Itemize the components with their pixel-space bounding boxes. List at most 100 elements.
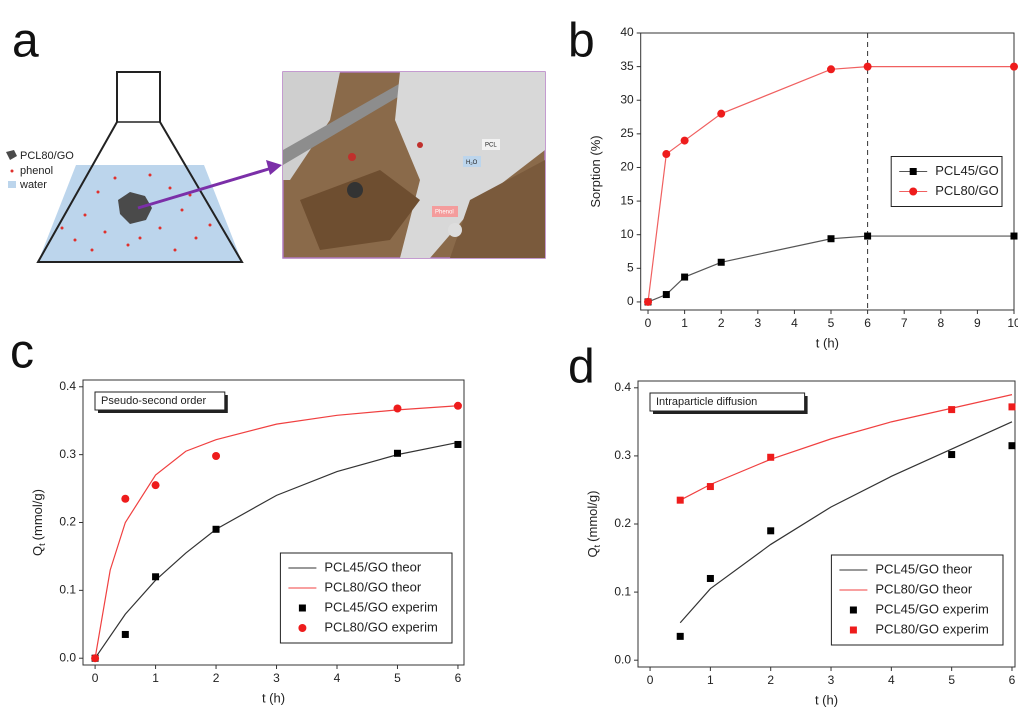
y-axis-label-part: Q bbox=[30, 546, 45, 556]
y-axis-label-part: t bbox=[592, 544, 602, 547]
marker bbox=[676, 632, 684, 640]
marker bbox=[644, 297, 653, 306]
marker bbox=[827, 65, 836, 74]
marker bbox=[863, 62, 872, 71]
legend-text: PCL80/GO bbox=[20, 150, 74, 162]
marker bbox=[948, 451, 956, 459]
x-tick-label: 4 bbox=[791, 316, 798, 330]
plot-frame bbox=[640, 32, 1015, 311]
x-tick-label: 2 bbox=[718, 316, 725, 330]
panel-label: d bbox=[568, 341, 595, 394]
render-label: H2O bbox=[466, 160, 478, 166]
legend-marker bbox=[849, 606, 857, 614]
y-tick-label: 0.0 bbox=[614, 652, 631, 666]
x-tick-label: 5 bbox=[394, 671, 401, 685]
legend-marker bbox=[298, 624, 307, 632]
marker bbox=[212, 452, 221, 460]
legend-label: PCL80/GO experim bbox=[875, 621, 988, 636]
x-tick-label: 1 bbox=[152, 671, 159, 685]
x-tick-label: 3 bbox=[828, 673, 835, 687]
y-axis-label-part: Q bbox=[585, 547, 600, 557]
marker bbox=[1010, 232, 1018, 240]
chart: 0 1 2 3 4 5 6 0.0 0.1 0.2 0.3 0.4 t (h) Qt (mmol/g) Int… bbox=[585, 380, 1015, 707]
y-tick-label: 0.1 bbox=[614, 584, 631, 598]
y-tick-label: 0.0 bbox=[59, 650, 76, 664]
legend-marker bbox=[298, 604, 306, 612]
x-tick-label: 0 bbox=[92, 671, 99, 685]
marker bbox=[706, 574, 714, 582]
panel-label: b bbox=[568, 15, 595, 68]
marker bbox=[948, 406, 956, 414]
legend-marker bbox=[909, 187, 918, 196]
legend-box bbox=[890, 156, 1003, 207]
marker bbox=[453, 401, 462, 410]
legend-label: PCL45/GO theor bbox=[875, 561, 972, 576]
panel-label: a bbox=[12, 15, 39, 68]
marker bbox=[393, 449, 401, 457]
y-tick-label: 25 bbox=[620, 126, 634, 140]
marker bbox=[680, 136, 689, 145]
y-axis-label-part: (mmol/g) bbox=[585, 491, 600, 542]
x-tick-label: 5 bbox=[948, 673, 955, 687]
flask bbox=[36, 71, 282, 263]
legend-label: PCL45/GO bbox=[935, 163, 999, 178]
marker bbox=[717, 109, 726, 118]
x-tick-label: 0 bbox=[645, 316, 652, 330]
x-axis-label: t (h) bbox=[815, 692, 838, 707]
legend-label: PCL80/GO theor bbox=[875, 581, 972, 596]
marker bbox=[662, 150, 671, 159]
y-tick-label: 0.3 bbox=[59, 447, 76, 461]
legend-text: water bbox=[19, 179, 47, 191]
y-tick-label: 0.4 bbox=[614, 380, 631, 394]
x-axis-label: t (h) bbox=[262, 690, 285, 705]
annotation: Pseudo-second order bbox=[101, 395, 207, 407]
marker bbox=[681, 273, 689, 281]
x-tick-label: 4 bbox=[334, 671, 341, 685]
y-axis-label-part: t bbox=[37, 543, 47, 546]
y-tick-label: 5 bbox=[627, 260, 634, 274]
x-tick-label: 6 bbox=[455, 671, 462, 685]
panel-label: c bbox=[10, 326, 34, 379]
marker bbox=[1008, 442, 1016, 450]
y-tick-label: 0.4 bbox=[59, 379, 76, 393]
marker bbox=[1008, 403, 1016, 411]
render-label: Phenol bbox=[435, 210, 454, 216]
marker bbox=[152, 573, 160, 581]
x-tick-label: 3 bbox=[754, 316, 761, 330]
y-axis-label: Sorption (%) bbox=[588, 135, 603, 207]
x-tick-label: 1 bbox=[681, 316, 688, 330]
marker bbox=[706, 483, 714, 491]
y-tick-label: 40 bbox=[620, 25, 634, 39]
y-axis-label: Qt (mmol/g) bbox=[585, 491, 602, 558]
legend-label: PCL45/GO experim bbox=[324, 599, 437, 614]
x-tick-label: 2 bbox=[767, 673, 774, 687]
x-tick-label: 9 bbox=[974, 316, 981, 330]
x-tick-label: 6 bbox=[864, 316, 871, 330]
marker bbox=[454, 440, 462, 448]
legend-label: PCL45/GO theor bbox=[324, 559, 421, 574]
y-tick-label: 0.2 bbox=[59, 515, 76, 529]
y-tick-label: 30 bbox=[620, 92, 634, 106]
chart: 0 1 2 3 4 5 6 0.0 0.1 0.2 0.3 0.4 t (h) Qt (mmol/g) Pse… bbox=[30, 379, 465, 705]
y-tick-label: 0.3 bbox=[614, 448, 631, 462]
x-tick-label: 2 bbox=[213, 671, 220, 685]
x-tick-label: 10 bbox=[1007, 316, 1018, 330]
marker bbox=[767, 527, 775, 535]
marker bbox=[91, 654, 100, 663]
marker bbox=[212, 525, 220, 533]
annotation-box bbox=[649, 392, 806, 412]
render-label: H bbox=[466, 160, 470, 166]
x-tick-label: 4 bbox=[888, 673, 895, 687]
render-label: PCL bbox=[485, 143, 497, 149]
marker bbox=[121, 494, 130, 503]
annotation-box bbox=[94, 391, 226, 411]
marker bbox=[1010, 62, 1018, 71]
legend-label: PCL80/GO theor bbox=[324, 579, 421, 594]
y-tick-label: 0.2 bbox=[614, 516, 631, 530]
x-tick-label: 1 bbox=[707, 673, 714, 687]
series-line bbox=[94, 405, 458, 659]
x-tick-label: 6 bbox=[1009, 673, 1016, 687]
legend-label: PCL80/GO bbox=[935, 183, 999, 198]
x-tick-label: 5 bbox=[828, 316, 835, 330]
